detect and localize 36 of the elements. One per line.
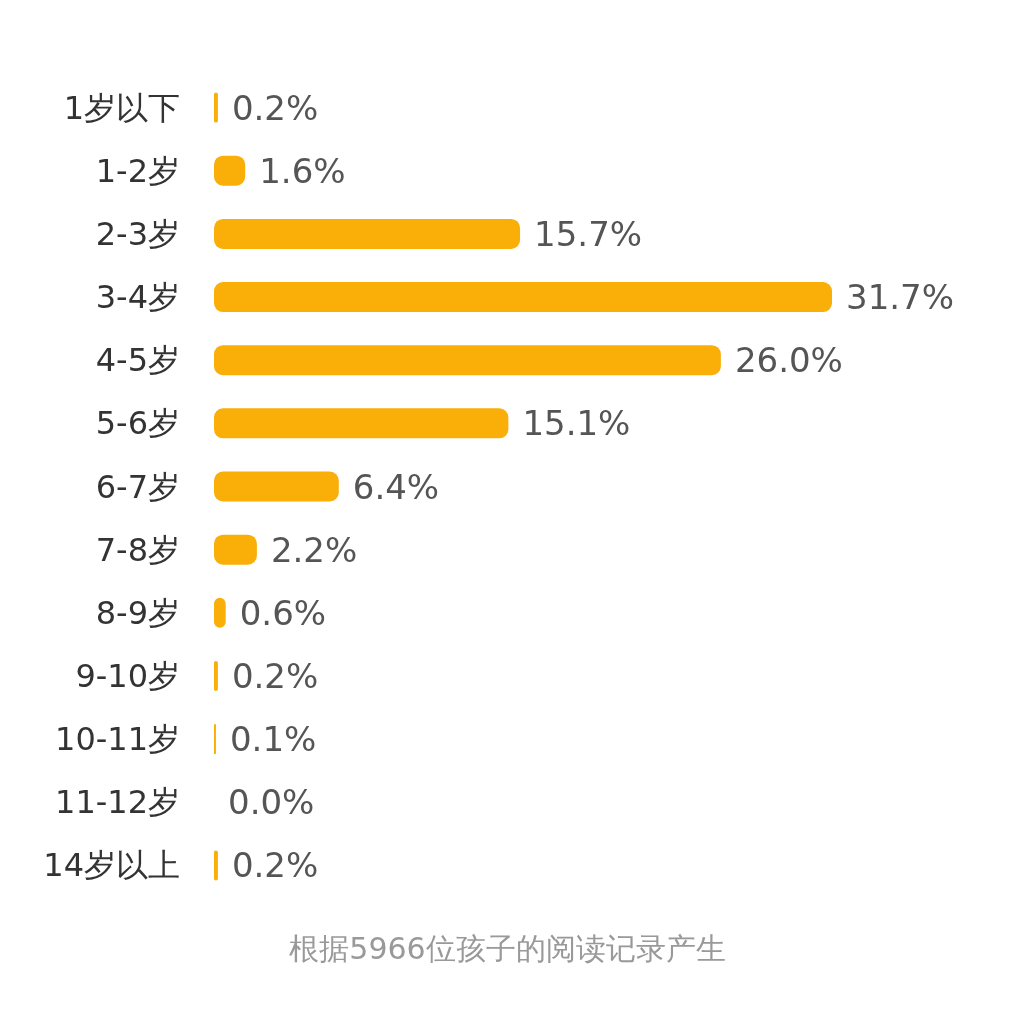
data-label: 0.2%	[231, 87, 319, 128]
y-tick-label: 4-5岁	[95, 341, 180, 380]
data-label: 0.2%	[231, 845, 319, 886]
y-tick-label: 9-10岁	[75, 656, 180, 695]
bar	[214, 471, 339, 502]
data-label: 2.2%	[270, 529, 358, 570]
bar	[214, 282, 832, 313]
data-label: 15.1%	[522, 403, 631, 444]
y-tick-label: 6-7岁	[95, 467, 180, 506]
data-label: 0.0%	[228, 782, 315, 823]
bar	[214, 850, 218, 881]
bar	[214, 660, 218, 691]
bar	[214, 218, 521, 249]
y-tick-label: 5-6岁	[95, 404, 180, 443]
y-tick-label: 1岁以下	[63, 88, 180, 127]
y-tick-label: 10-11岁	[55, 720, 180, 759]
bar	[214, 345, 721, 376]
data-label: 15.7%	[534, 213, 643, 254]
data-label: 6.4%	[352, 466, 440, 507]
data-label: 1.6%	[259, 150, 346, 191]
y-tick-label: 1-2岁	[95, 151, 180, 190]
y-tick-label: 11-12岁	[55, 783, 180, 822]
bar	[214, 534, 257, 565]
bar	[214, 408, 509, 439]
y-tick-label: 3-4岁	[95, 278, 180, 317]
bar	[214, 92, 218, 123]
y-tick-label: 14岁以上	[43, 846, 180, 885]
data-label: 0.6%	[239, 592, 327, 633]
data-label: 26.0%	[734, 340, 843, 381]
text: 根据5966位孩子的阅读记录产生	[289, 930, 726, 966]
y-tick-label: 7-8岁	[95, 530, 180, 569]
y-tick-label: 2-3岁	[95, 214, 180, 253]
data-label: 31.7%	[846, 277, 955, 318]
data-label: 0.1%	[229, 719, 317, 760]
y-tick-label: 8-9岁	[95, 593, 180, 632]
data-label: 0.2%	[231, 655, 319, 696]
